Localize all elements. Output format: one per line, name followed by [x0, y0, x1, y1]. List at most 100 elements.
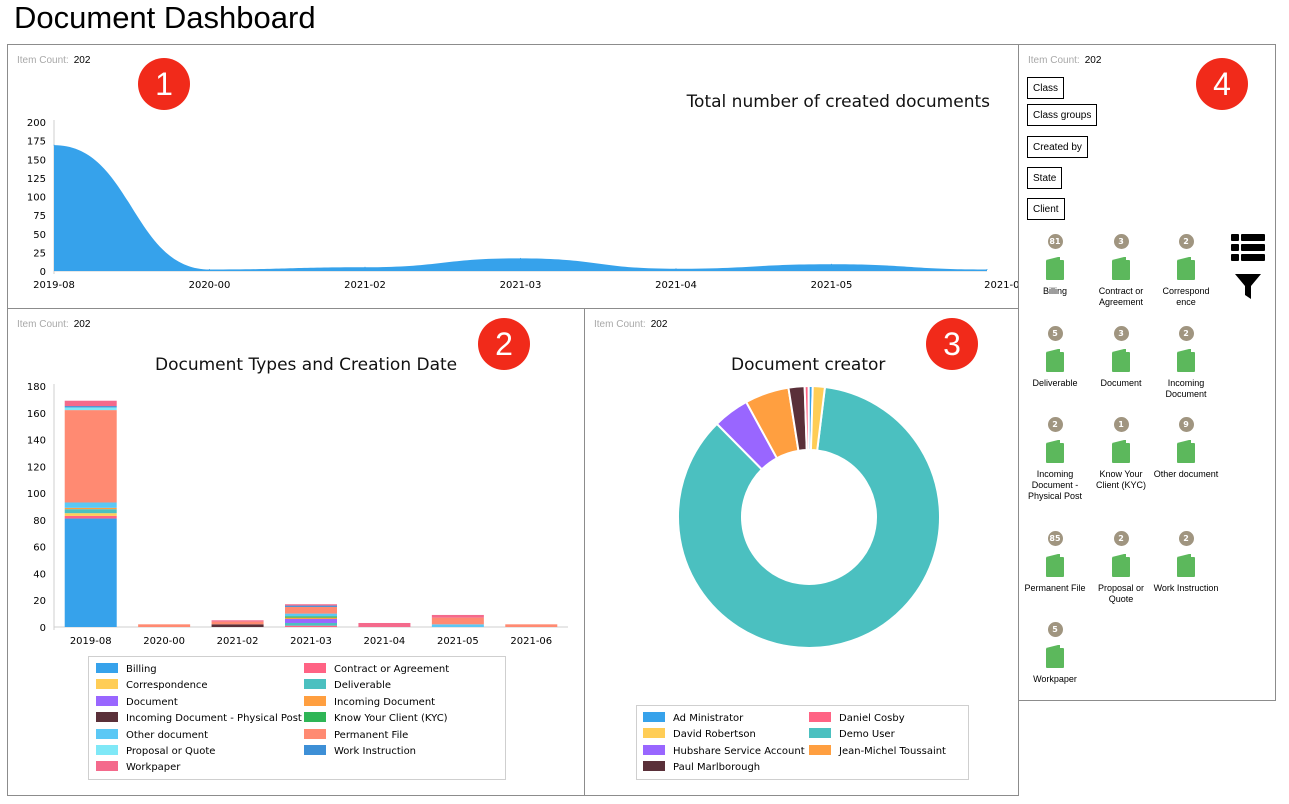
bar-segment	[285, 622, 337, 626]
tile-label: Work Instruction	[1153, 583, 1219, 593]
bar-segment	[285, 617, 337, 619]
legend-item[interactable]: Know Your Client (KYC)	[304, 712, 448, 726]
legend-item[interactable]: Deliverable	[304, 679, 391, 693]
pie-slice	[809, 385, 827, 452]
class-tile[interactable]: 3 Document	[1088, 326, 1154, 389]
tile-count-badge: 2	[1113, 531, 1129, 546]
legend-item[interactable]: Incoming Document	[304, 695, 435, 710]
legend-item[interactable]: Paul Marlborough	[643, 761, 760, 775]
item-count-value: 202	[650, 319, 668, 330]
tile-label: Permanent File	[1024, 583, 1086, 593]
legend-item[interactable]: Jean-Michel Toussaint	[809, 744, 946, 759]
tile-count-badge: 9	[1178, 417, 1194, 432]
tile-count-badge: 2	[1047, 417, 1063, 432]
document-class-icon	[1046, 257, 1064, 280]
y-tick-label: 140	[27, 436, 46, 447]
legend-swatch	[643, 712, 665, 722]
class-tile[interactable]: 2 Proposal or Quote	[1088, 531, 1154, 605]
class-tile[interactable]: 5 Workpaper	[1022, 622, 1088, 685]
legend-label: Work Instruction	[334, 746, 417, 757]
class-tile[interactable]: 2 Incoming Document - Physical Post	[1022, 417, 1088, 502]
stacked-bar-chart: 0 20 40 60 80 100 120 140 160 180 2019-08 2020-00 20…	[27, 382, 568, 647]
legend-item[interactable]: David Robertson	[643, 728, 756, 742]
class-tile[interactable]: 2 Correspond ence	[1153, 234, 1219, 308]
legend-swatch	[304, 728, 326, 739]
y-tick-label: 120	[27, 462, 46, 473]
filter-client-button[interactable]: Client	[1027, 198, 1065, 220]
class-tile[interactable]: 2 Work Instruction	[1153, 531, 1219, 594]
x-tick-label: 2021-05	[811, 280, 853, 291]
list-view-icon[interactable]	[1231, 234, 1265, 261]
legend-swatch	[643, 728, 665, 739]
chart-legend: Ad Ministrator Daniel Cosby David Robertso…	[636, 705, 969, 780]
area-chart: 0 25 50 75 100 125 150 175 200 2019-08 2020-00 2021…	[27, 118, 1018, 291]
tile-label: Deliverable	[1032, 378, 1078, 388]
legend-item[interactable]: Workpaper	[96, 761, 180, 775]
legend-item[interactable]: Daniel Cosby	[809, 712, 905, 726]
document-class-icon	[1177, 349, 1195, 372]
class-tile[interactable]: 1 Know Your Client (KYC)	[1088, 417, 1154, 491]
class-tile[interactable]: 2 Incoming Document	[1153, 326, 1219, 400]
document-class-icon	[1177, 257, 1195, 280]
panel-number-badge: 1	[138, 58, 190, 110]
tile-label: Workpaper	[1033, 674, 1077, 684]
class-tile[interactable]: 5 Deliverable	[1022, 326, 1088, 389]
tile-count-badge: 3	[1113, 234, 1129, 249]
y-tick-label: 200	[27, 118, 46, 129]
legend-item[interactable]: Document	[96, 695, 178, 710]
tile-count-badge: 3	[1113, 326, 1129, 341]
legend-item[interactable]: Correspondence	[96, 679, 208, 693]
x-tick-label: 2021-03	[500, 280, 542, 291]
bar-segment	[505, 624, 558, 627]
filter-icon[interactable]	[1234, 273, 1262, 301]
x-tick-label: 2021-04	[364, 636, 406, 647]
legend-item[interactable]: Proposal or Quote	[96, 745, 215, 759]
class-tile[interactable]: 9 Other document	[1153, 417, 1219, 480]
page-title: Document Dashboard	[14, 0, 316, 35]
legend-label: Workpaper	[126, 762, 181, 774]
legend-label: David Robertson	[673, 729, 756, 741]
x-tick-label: 2021-03	[290, 636, 332, 647]
legend-item[interactable]: Ad Ministrator	[643, 712, 743, 726]
item-count-value: 202	[73, 55, 91, 66]
filter-class-button[interactable]: Class	[1027, 77, 1065, 99]
filter-created-by-button[interactable]: Created by	[1027, 136, 1088, 158]
item-count-label: Item Count:	[17, 319, 69, 330]
x-tick-label: 2021-04	[655, 280, 697, 291]
item-count-value: 202	[1084, 55, 1102, 66]
legend-label: Correspondence	[126, 680, 208, 692]
legend-item[interactable]: Hubshare Service Account	[643, 744, 805, 759]
legend-item[interactable]: Permanent File	[304, 728, 408, 743]
legend-item[interactable]: Other document	[96, 728, 208, 743]
filter-class-groups-button[interactable]: Class groups	[1027, 104, 1098, 126]
chart-legend: Billing Contract or Agreement Corresponden…	[88, 656, 506, 780]
item-count: Item Count: 202	[594, 319, 667, 330]
bar-segment	[285, 625, 337, 627]
legend-item[interactable]: Work Instruction	[304, 745, 416, 759]
class-tile[interactable]: 81 Billing	[1022, 234, 1088, 297]
legend-swatch	[96, 745, 118, 755]
tile-count-badge: 1	[1113, 417, 1129, 432]
item-count-label: Item Count:	[1028, 55, 1080, 66]
class-tile[interactable]: 85 Permanent File	[1022, 531, 1088, 594]
class-tile[interactable]: 3 Contract or Agreement	[1088, 234, 1154, 308]
tile-count-badge: 5	[1047, 326, 1063, 341]
legend-item[interactable]: Contract or Agreement	[304, 663, 449, 677]
data-point	[520, 257, 521, 259]
tile-count-badge: 2	[1178, 531, 1194, 546]
legend-label: Incoming Document - Physical Post	[126, 713, 302, 725]
item-count-label: Item Count:	[594, 319, 646, 330]
document-class-icon	[1046, 440, 1064, 463]
legend-item[interactable]: Incoming Document - Physical Post	[96, 712, 302, 726]
data-point	[53, 144, 55, 146]
tile-label: Know Your Client (KYC)	[1095, 469, 1146, 490]
filter-state-button[interactable]: State	[1027, 167, 1063, 189]
bar-segment	[64, 515, 117, 519]
x-tick-label: 2021-02	[217, 636, 259, 647]
legend-item[interactable]: Demo User	[809, 728, 895, 742]
y-tick-label: 75	[33, 211, 46, 222]
legend-item[interactable]: Billing	[96, 663, 157, 677]
legend-swatch	[304, 712, 326, 723]
tile-label: Proposal or Quote	[1097, 583, 1145, 604]
x-tick-label: 2020-00	[143, 636, 185, 647]
